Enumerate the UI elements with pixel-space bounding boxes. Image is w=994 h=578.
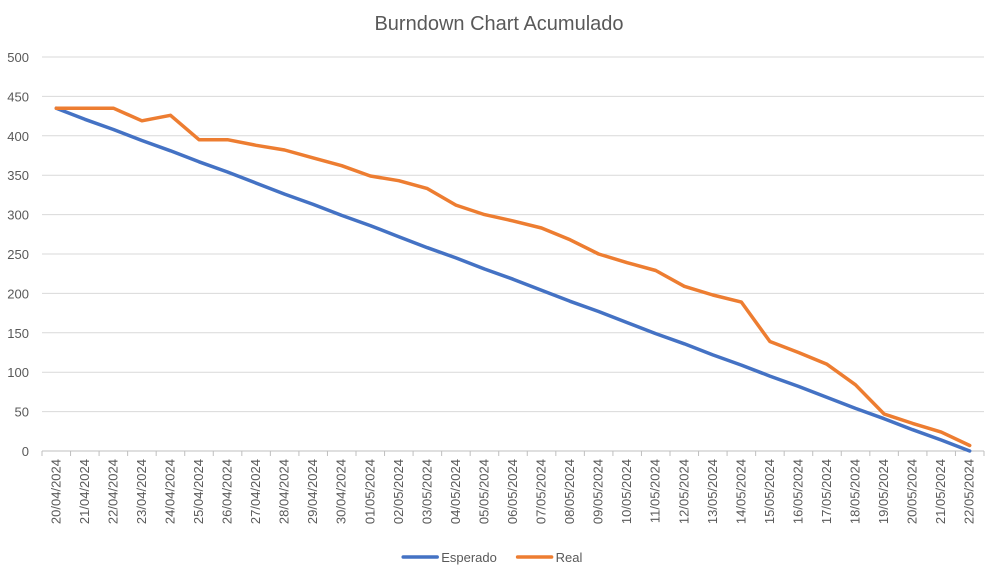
legend-label-esperado: Esperado (441, 550, 497, 565)
x-tick-label: 21/04/2024 (77, 459, 92, 524)
x-axis-ticks: 20/04/2024 21/04/2024 22/04/2024 23/04/2024… (41, 451, 985, 524)
grid-layer (42, 56, 984, 452)
x-tick-label: 15/05/2024 (762, 459, 777, 524)
chart-title: Burndown Chart Acumulado (374, 13, 623, 35)
x-tick-label: 18/05/2024 (848, 459, 863, 524)
x-tick-label: 19/05/2024 (876, 459, 891, 524)
y-tick-label: 400 (7, 129, 29, 144)
x-tick-label: 09/05/2024 (591, 459, 606, 524)
x-tick-label: 10/05/2024 (619, 459, 634, 524)
y-tick-label: 50 (15, 405, 29, 420)
y-tick-label: 500 (7, 50, 29, 65)
x-tick-label: 21/05/2024 (933, 459, 948, 524)
x-tick-label: 03/05/2024 (419, 459, 434, 524)
legend-label-real: Real (556, 550, 583, 565)
y-tick-label: 100 (7, 365, 29, 380)
x-tick-label: 02/05/2024 (391, 459, 406, 524)
x-tick-label: 29/04/2024 (305, 459, 320, 524)
legend: Esperado Real (401, 550, 583, 565)
x-tick-label: 30/04/2024 (334, 459, 349, 524)
series-line-esperado (54, 106, 972, 453)
y-tick-label: 450 (7, 89, 29, 104)
x-tick-label: 06/05/2024 (505, 459, 520, 524)
y-tick-label: 250 (7, 247, 29, 262)
x-tick-label: 25/04/2024 (191, 459, 206, 524)
x-tick-label: 05/05/2024 (476, 459, 491, 524)
x-tick-label: 20/04/2024 (48, 459, 63, 524)
y-tick-label: 150 (7, 326, 29, 341)
x-tick-label: 13/05/2024 (705, 459, 720, 524)
x-tick-label: 22/04/2024 (105, 459, 120, 524)
x-tick-label: 14/05/2024 (733, 459, 748, 524)
x-tick-label: 04/05/2024 (448, 459, 463, 524)
x-tick-label: 20/05/2024 (905, 459, 920, 524)
x-tick-label: 11/05/2024 (648, 459, 663, 523)
x-tick-label: 12/05/2024 (676, 459, 691, 524)
y-tick-label: 350 (7, 168, 29, 183)
x-tick-label: 28/04/2024 (277, 459, 292, 524)
x-tick-label: 26/04/2024 (220, 459, 235, 524)
x-tick-label: 01/05/2024 (362, 459, 377, 524)
series-layer (54, 106, 972, 453)
y-tick-label: 200 (7, 286, 29, 301)
x-tick-label: 08/05/2024 (562, 459, 577, 524)
x-tick-label: 27/04/2024 (248, 459, 263, 524)
x-tick-label: 16/05/2024 (790, 459, 805, 524)
x-tick-label: 22/05/2024 (962, 459, 977, 524)
series-line-real (54, 106, 972, 448)
y-tick-label: 0 (22, 444, 29, 459)
x-tick-label: 24/04/2024 (162, 459, 177, 524)
x-tick-label: 17/05/2024 (819, 459, 834, 524)
y-axis-ticks: 0 50 100 150 200 250 300 350 400 450 500 (7, 50, 29, 459)
y-tick-label: 300 (7, 208, 29, 223)
x-tick-label: 07/05/2024 (534, 459, 549, 524)
x-tick-label: 23/04/2024 (134, 459, 149, 524)
